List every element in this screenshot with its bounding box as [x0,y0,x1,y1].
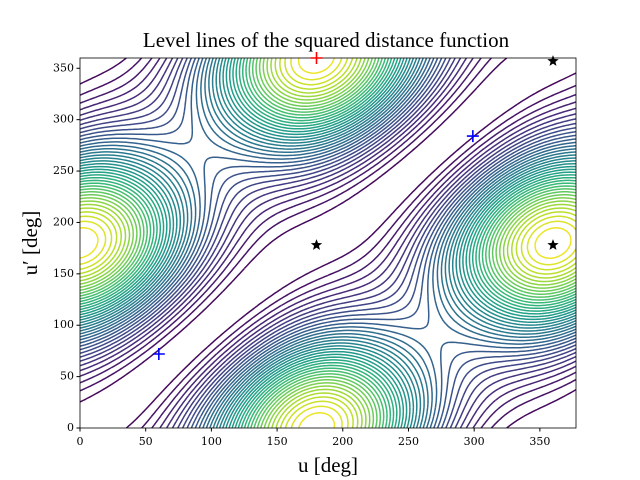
contour-line [80,58,576,428]
contour-line [80,58,576,428]
y-tick-label: 300 [53,113,74,126]
x-tick-label: 150 [267,435,288,448]
contour-line [80,58,576,428]
contour-area [80,58,576,428]
x-tick-label: 250 [398,435,419,448]
contour-line [80,58,576,428]
y-tick-label: 0 [67,421,74,434]
plot-frame [79,57,577,429]
star-marker [547,55,559,66]
contour-line [80,58,576,428]
contour-line [80,58,576,428]
contour-line [80,58,572,428]
x-tick-label: 200 [332,435,353,448]
contour-line [80,58,576,428]
contour-line [80,58,576,428]
contour-line [80,58,576,428]
y-tick-label: 350 [53,61,74,74]
y-tick-label: 150 [53,267,74,280]
y-tick-label: 100 [53,318,74,331]
plus-marker [466,130,479,143]
contour-line [80,58,576,428]
contour-line [80,58,576,428]
y-tick-label: 200 [53,215,74,228]
x-tick-label: 0 [77,435,84,448]
x-axis-label: u [deg] [298,453,358,477]
star-marker [547,239,559,250]
plus-marker [310,52,323,64]
contour-line [80,58,576,428]
contour-line [80,58,576,428]
contour-line [80,58,576,428]
chart-title: Level lines of the squared distance func… [143,28,510,52]
contour-line [80,58,576,428]
contour-line [80,58,576,428]
y-tick-label: 50 [60,370,74,383]
contour-line [80,58,576,428]
contour-line [80,58,576,428]
y-tick-label: 250 [53,164,74,177]
contour-line [80,58,576,428]
contour-line [80,58,576,428]
x-tick-label: 50 [139,435,153,448]
contour-line [80,58,576,428]
contour-line [80,58,576,428]
x-tick-label: 350 [529,435,550,448]
contour-line [80,58,576,428]
contour-line [80,58,576,428]
y-axis-label: u′ [deg] [18,211,42,276]
contour-line [80,58,576,428]
plus-marker [152,348,165,360]
contour-line [80,58,576,428]
contour-line [80,58,576,428]
contour-line [80,58,576,428]
x-tick-label: 300 [464,435,485,448]
contour-line [80,58,576,428]
contour-line [80,58,576,428]
contour-line [80,58,576,428]
star-marker [310,239,323,250]
x-tick-label: 100 [201,435,222,448]
contour-line [80,58,576,428]
